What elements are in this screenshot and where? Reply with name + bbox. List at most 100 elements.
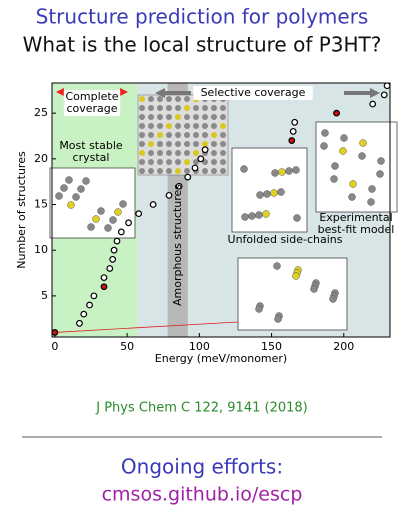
atom: [139, 123, 145, 129]
atom: [56, 193, 63, 200]
atom: [139, 150, 145, 156]
atom: [157, 150, 163, 156]
atom: [193, 105, 199, 111]
atom: [139, 141, 145, 147]
atom: [175, 105, 181, 111]
data-point: [81, 311, 87, 317]
x-tick-label: 0: [51, 340, 58, 353]
atom: [166, 141, 172, 147]
atom: [166, 159, 172, 165]
data-point: [119, 229, 125, 235]
atom: [184, 132, 190, 138]
y-axis-label: Number of structures: [15, 151, 28, 269]
atom: [139, 105, 145, 111]
data-point: [290, 129, 296, 135]
data-point: [110, 257, 116, 263]
data-point: [52, 330, 58, 336]
image-frame: [316, 122, 397, 212]
atom: [148, 114, 154, 120]
atom: [274, 263, 281, 270]
atom: [157, 96, 163, 102]
atom: [211, 150, 217, 156]
y-tick-label: 25: [34, 106, 48, 119]
structure-image: [316, 122, 397, 212]
atom: [349, 194, 356, 201]
data-point: [202, 147, 208, 153]
atom: [271, 190, 278, 197]
structure-image: [50, 168, 135, 238]
atom: [184, 168, 190, 174]
atom: [120, 201, 127, 208]
data-point: [91, 293, 97, 299]
atom: [211, 132, 217, 138]
atom: [157, 159, 163, 165]
atom: [211, 141, 217, 147]
atom: [175, 123, 181, 129]
atom: [249, 213, 256, 220]
atom: [184, 114, 190, 120]
atom: [166, 132, 172, 138]
annotation: Amorphous structures: [171, 184, 184, 306]
atom: [220, 114, 226, 120]
citation: J Phys Chem C 122, 9141 (2018): [95, 401, 308, 416]
atom: [256, 212, 263, 219]
atom: [157, 132, 163, 138]
atom: [211, 168, 217, 174]
data-point: [107, 266, 113, 272]
atom: [115, 209, 122, 216]
annotation: Selective coverage: [201, 86, 306, 99]
atom: [148, 141, 154, 147]
data-point: [289, 138, 295, 144]
atom: [294, 215, 301, 222]
atom: [184, 105, 190, 111]
atom: [139, 96, 145, 102]
atom: [166, 168, 172, 174]
atom: [157, 141, 163, 147]
atom: [193, 141, 199, 147]
data-point: [192, 165, 198, 171]
x-tick-label: 200: [333, 340, 354, 353]
atom: [98, 208, 105, 215]
atom: [211, 105, 217, 111]
annotation: best-fit model: [318, 223, 395, 236]
annotation: coverage: [66, 102, 117, 115]
atom: [166, 105, 172, 111]
atom: [184, 150, 190, 156]
atom: [193, 114, 199, 120]
data-point: [114, 238, 120, 244]
atom: [279, 169, 286, 176]
data-point: [150, 202, 156, 208]
data-point: [292, 119, 298, 125]
atom: [220, 105, 226, 111]
atom: [202, 114, 208, 120]
atom: [193, 123, 199, 129]
atom: [286, 168, 293, 175]
atom: [139, 159, 145, 165]
x-tick-label: 50: [120, 340, 134, 353]
data-point: [381, 92, 387, 98]
data-point: [111, 247, 117, 253]
atom: [211, 123, 217, 129]
atom: [202, 132, 208, 138]
data-point: [101, 275, 107, 281]
atom: [193, 132, 199, 138]
atom: [293, 167, 300, 174]
atom: [105, 225, 112, 232]
atom: [263, 211, 270, 218]
data-point: [370, 101, 376, 107]
atom: [220, 123, 226, 129]
atom: [83, 178, 90, 185]
footer-link[interactable]: cmsos.github.io/escp: [102, 484, 303, 506]
x-axis-label: Energy (meV/monomer): [155, 352, 287, 365]
atom: [193, 150, 199, 156]
atom: [256, 306, 263, 313]
atom: [148, 150, 154, 156]
footer-line: Ongoing efforts:: [121, 455, 283, 479]
atom: [175, 114, 181, 120]
structure-image: [238, 258, 347, 330]
atom: [321, 143, 328, 150]
slide-title: Structure prediction for polymers: [36, 5, 369, 29]
atom: [157, 105, 163, 111]
atom: [184, 96, 190, 102]
atom: [202, 105, 208, 111]
